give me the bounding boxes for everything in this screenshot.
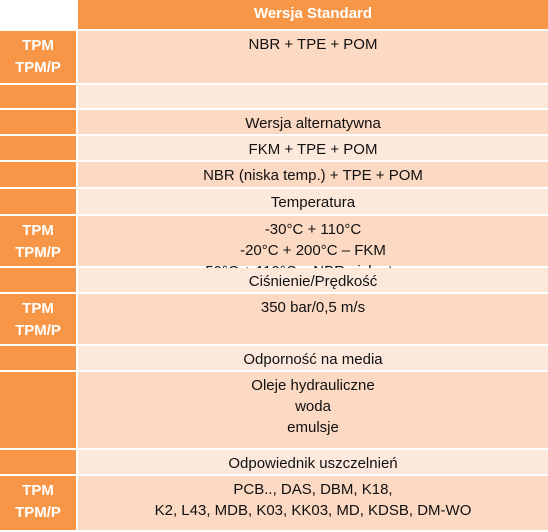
row-value: NBR + TPE + POM (78, 31, 548, 83)
table-row: Wersja alternatywna (0, 110, 548, 136)
value-line: FKM + TPE + POM (248, 141, 378, 158)
value-line: emulsje (287, 419, 339, 436)
row-label (0, 450, 78, 474)
row-label (0, 85, 78, 108)
row-label (0, 372, 78, 448)
table-row: TPM TPM/P NBR + TPE + POM (0, 31, 548, 85)
label-line: TPM/P (15, 244, 61, 261)
row-label (0, 110, 78, 134)
label-line: TPM (22, 222, 54, 239)
table-row: TPM TPM/P -30°C + 110°C -20°C + 200°C – FKM… (0, 216, 548, 280)
row-label (0, 189, 78, 214)
value-line: PCB.., DAS, DBM, K18, (233, 481, 393, 498)
label-line: TPM (22, 37, 54, 54)
value-line: 350 bar/0,5 m/s (260, 299, 366, 316)
row-label: TPM TPM/P (0, 216, 78, 266)
row-label: TPM TPM/P (0, 476, 78, 530)
table-row: FKM + TPE + POM (0, 136, 548, 162)
row-label (0, 136, 78, 160)
table-row: TPM TPM/P PCB.., DAS, DBM, K18, K2, L43, MD… (0, 476, 548, 532)
value-line: K2, L43, MDB, K03, KK03, MD, KDSB, DM-WO (154, 502, 472, 519)
value-line: Odpowiednik uszczelnień (228, 455, 398, 472)
value-line: -20°C + 200°C – FKM (240, 242, 386, 259)
row-label: TPM TPM/P (0, 294, 78, 344)
value-line: Wersja alternatywna (245, 115, 381, 132)
row-value: Temperatura (78, 189, 548, 214)
value-line: Ciśnienie/Prędkość (248, 273, 378, 290)
row-value: Oleje hydrauliczne woda emulsje (78, 372, 548, 448)
row-label (0, 268, 78, 292)
value-line: -30°C + 110°C (264, 221, 362, 238)
row-label: TPM TPM/P (0, 31, 78, 83)
row-value: 350 bar/0,5 m/s (78, 294, 548, 344)
table-row (0, 85, 548, 110)
row-label (0, 162, 78, 187)
value-line: NBR + TPE + POM (248, 36, 378, 53)
row-value: Odpowiednik uszczelnień (78, 450, 548, 474)
table-row: NBR (niska temp.) + TPE + POM (0, 162, 548, 189)
row-value: Wersja alternatywna (78, 110, 548, 134)
value-line: NBR (niska temp.) + TPE + POM (203, 167, 423, 184)
table-row: Odporność na media (0, 346, 548, 372)
label-line: TPM (22, 482, 54, 499)
value-line: Oleje hydrauliczne (251, 377, 375, 394)
header-title: Wersja Standard (78, 0, 548, 29)
label-line: TPM (22, 300, 54, 317)
row-value: -30°C + 110°C-20°C + 200°C – FKM-50°C + … (78, 216, 548, 280)
header-row: Wersja Standard (0, 0, 548, 31)
row-value: Odporność na media (78, 346, 548, 370)
value-line: Temperatura (270, 194, 356, 211)
row-value: Ciśnienie/Prędkość (78, 268, 548, 292)
value-line: Odporność na media (243, 351, 383, 368)
table-row: Temperatura (0, 189, 548, 216)
label-line: TPM/P (15, 504, 61, 521)
row-value (78, 85, 548, 108)
table-row: Oleje hydrauliczne woda emulsje (0, 372, 548, 450)
table-row: Odpowiednik uszczelnień (0, 450, 548, 476)
header-corner (0, 0, 78, 29)
table-row: Ciśnienie/Prędkość (0, 268, 548, 294)
row-value: PCB.., DAS, DBM, K18, K2, L43, MDB, K03, … (78, 476, 548, 530)
table-row: TPM TPM/P 350 bar/0,5 m/s (0, 294, 548, 346)
row-value: NBR (niska temp.) + TPE + POM (78, 162, 548, 187)
row-label (0, 346, 78, 370)
row-value: FKM + TPE + POM (78, 136, 548, 160)
value-line: woda (295, 398, 331, 415)
label-line: TPM/P (15, 59, 61, 76)
label-line: TPM/P (15, 322, 61, 339)
